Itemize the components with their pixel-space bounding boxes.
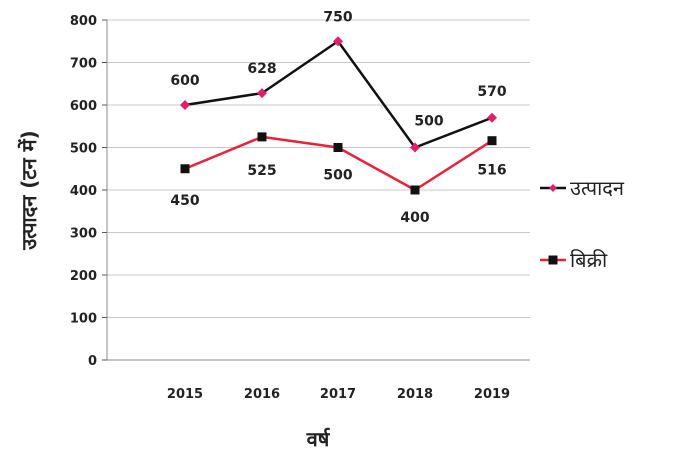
x-tick-label-2017: 2017 [320, 387, 356, 402]
legend: उत्पादन बिक्री [540, 176, 625, 272]
y-tick-label-800: 800 [70, 14, 97, 29]
x-axis-title: वर्ष [306, 427, 331, 451]
series-0: 600 628 750 500 570 [170, 9, 507, 153]
legend-item-production: उत्पादन [540, 176, 625, 200]
data-point-0-2018 [410, 142, 420, 153]
data-point-1-2019 [487, 136, 497, 146]
y-tick-label-700: 700 [70, 57, 97, 72]
y-axis-title: उत्पादन (टन में) [17, 130, 41, 250]
data-point-1-2016 [257, 132, 267, 142]
data-point-1-2018 [410, 185, 420, 195]
legend-label-sales: बिक्री [570, 248, 608, 272]
data-label-0-2015: 600 [170, 73, 199, 89]
data-point-1-2017 [333, 143, 343, 152]
data-label-0-2019: 570 [477, 84, 506, 100]
x-tick-label-2015: 2015 [167, 387, 203, 402]
y-tick-label-100: 100 [70, 312, 97, 327]
data-point-0-2019 [487, 112, 497, 123]
series-line-0 [184, 40, 493, 149]
x-tick-label-2018: 2018 [397, 387, 433, 402]
data-label-0-2017: 750 [323, 9, 352, 25]
y-tick-label-200: 200 [70, 269, 97, 284]
x-tick-label-2019: 2019 [474, 387, 510, 402]
x-tick-label-2016: 2016 [244, 387, 280, 402]
data-point-0-2017 [333, 36, 343, 47]
y-tick-label-0: 0 [88, 354, 97, 369]
data-label-1-2015: 450 [170, 193, 199, 209]
x-tick-labels: 2015 2016 2017 2018 2019 [167, 387, 510, 402]
series-group: 600 628 750 500 570 450 525 500 400 516 [170, 9, 506, 226]
data-point-0-2015 [180, 100, 190, 110]
legend-marker-sales [548, 255, 558, 265]
data-point-1-2015 [180, 164, 190, 174]
legend-marker-production [549, 184, 557, 192]
data-label-1-2016: 525 [247, 163, 276, 179]
y-tick-label-500: 500 [70, 142, 97, 157]
legend-label-production: उत्पादन [570, 176, 625, 200]
y-tick-label-300: 300 [70, 227, 97, 242]
data-label-1-2019: 516 [477, 163, 506, 179]
data-label-0-2018: 500 [414, 114, 443, 130]
data-point-0-2016 [257, 88, 267, 99]
data-label-0-2016: 628 [247, 61, 276, 77]
y-tick-labels: 0 100 200 300 400 500 600 700 800 [70, 14, 97, 369]
y-tick-label-400: 400 [70, 184, 97, 199]
legend-item-sales: बिक्री [540, 248, 608, 272]
data-label-1-2018: 400 [400, 210, 429, 226]
data-label-1-2017: 500 [323, 168, 352, 184]
y-tick-label-600: 600 [70, 99, 97, 114]
series-1: 450 525 500 400 516 [170, 132, 507, 226]
grid-lines [102, 19, 530, 361]
